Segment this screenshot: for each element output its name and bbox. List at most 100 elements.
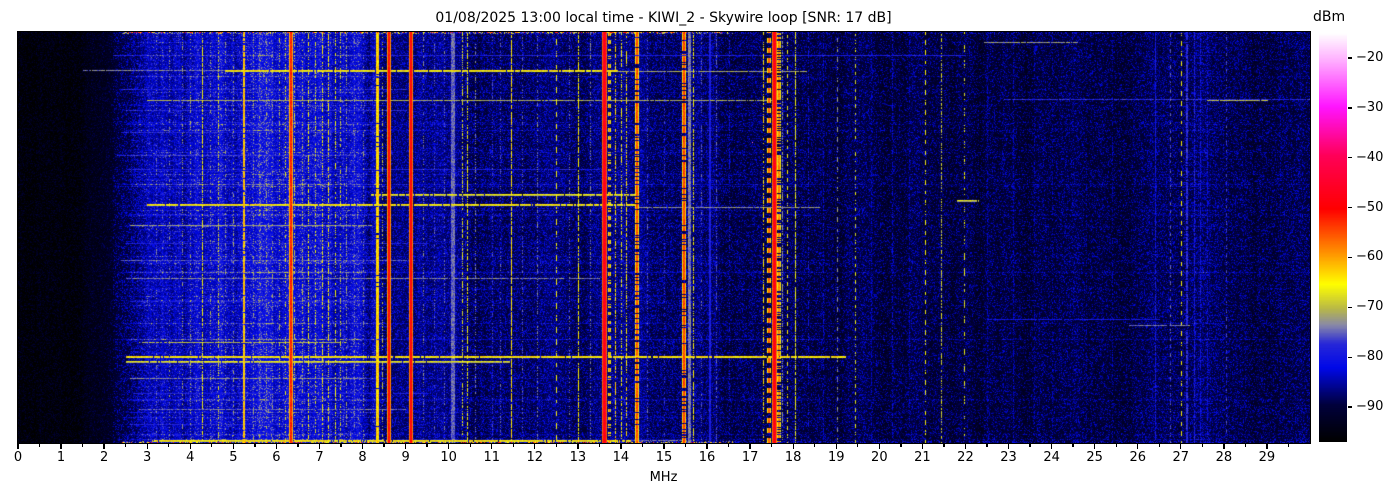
x-tick-label: 17 bbox=[741, 450, 759, 465]
x-tick-label: 2 bbox=[99, 450, 109, 465]
x-minor-tick bbox=[814, 444, 816, 447]
x-minor-tick bbox=[426, 444, 428, 447]
colorbar bbox=[1319, 33, 1347, 442]
colorbar-tick bbox=[1348, 57, 1352, 59]
colorbar-tick bbox=[1348, 157, 1352, 159]
x-major-tick bbox=[318, 444, 321, 449]
x-tick-label: 8 bbox=[358, 450, 367, 465]
x-minor-tick bbox=[125, 444, 127, 447]
x-minor-tick bbox=[771, 444, 773, 447]
x-major-tick bbox=[491, 444, 493, 449]
colorbar-tick-label: −70 bbox=[1356, 299, 1384, 315]
x-tick-label: 0 bbox=[13, 450, 23, 465]
x-tick-label: 27 bbox=[1172, 450, 1190, 465]
x-tick-label: 12 bbox=[526, 450, 544, 465]
x-minor-tick bbox=[943, 444, 945, 447]
colorbar-canvas bbox=[1319, 33, 1347, 442]
x-minor-tick bbox=[986, 444, 988, 447]
x-major-tick bbox=[361, 444, 364, 449]
x-minor-tick bbox=[81, 444, 84, 447]
x-tick-label: 6 bbox=[272, 450, 281, 465]
x-tick-label: 25 bbox=[1086, 450, 1103, 465]
x-tick-label: 24 bbox=[1043, 450, 1060, 465]
colorbar-tick-label: −90 bbox=[1356, 399, 1384, 415]
x-minor-tick bbox=[684, 444, 687, 447]
colorbar-tick bbox=[1348, 406, 1352, 408]
x-major-tick bbox=[275, 444, 278, 449]
x-minor-tick bbox=[555, 444, 557, 447]
x-tick-label: 14 bbox=[612, 450, 630, 465]
x-tick-label: 5 bbox=[229, 450, 238, 465]
x-minor-tick bbox=[297, 444, 299, 447]
x-minor-tick bbox=[900, 444, 902, 447]
x-minor-tick bbox=[38, 444, 41, 447]
x-tick-label: 20 bbox=[871, 450, 888, 465]
x-minor-tick bbox=[1201, 444, 1203, 447]
x-tick-label: 1 bbox=[56, 450, 66, 465]
x-major-tick bbox=[534, 444, 536, 449]
x-major-tick bbox=[1137, 444, 1139, 449]
x-minor-tick bbox=[1244, 444, 1247, 447]
x-major-tick bbox=[103, 444, 105, 449]
x-minor-tick bbox=[168, 444, 170, 447]
x-tick-label: 13 bbox=[569, 450, 587, 465]
x-tick-label: 22 bbox=[957, 450, 974, 465]
colorbar-tick-label: −40 bbox=[1356, 149, 1384, 165]
x-major-tick bbox=[146, 444, 148, 449]
x-minor-tick bbox=[1029, 444, 1031, 447]
x-major-tick bbox=[1007, 444, 1010, 449]
colorbar-tick-label: −30 bbox=[1356, 99, 1384, 115]
x-major-tick bbox=[878, 444, 880, 449]
x-major-tick bbox=[189, 444, 191, 449]
x-minor-tick bbox=[1072, 444, 1074, 447]
x-major-tick bbox=[1050, 444, 1053, 449]
x-minor-tick bbox=[1158, 444, 1160, 447]
x-tick-label: 29 bbox=[1258, 450, 1276, 465]
x-tick-label: 28 bbox=[1215, 450, 1233, 465]
x-tick-label: 21 bbox=[914, 450, 931, 465]
x-minor-tick bbox=[512, 444, 514, 447]
x-major-tick bbox=[706, 444, 708, 449]
colorbar-tick bbox=[1348, 306, 1352, 309]
x-minor-tick bbox=[383, 444, 385, 447]
x-tick-label: 15 bbox=[655, 450, 673, 465]
x-major-tick bbox=[17, 444, 19, 449]
colorbar-tick bbox=[1348, 206, 1352, 209]
colorbar-tick bbox=[1348, 256, 1352, 259]
x-tick-label: 4 bbox=[186, 450, 195, 465]
x-tick-label: 26 bbox=[1129, 450, 1146, 465]
x-major-tick bbox=[448, 444, 450, 449]
x-tick-label: 11 bbox=[483, 450, 500, 465]
x-major-tick bbox=[232, 444, 234, 449]
x-minor-tick bbox=[641, 444, 644, 447]
x-minor-tick bbox=[727, 444, 730, 447]
x-major-tick bbox=[577, 444, 579, 449]
x-major-tick bbox=[60, 444, 62, 449]
x-major-tick bbox=[964, 444, 967, 449]
x-tick-label: 19 bbox=[827, 450, 845, 465]
x-major-tick bbox=[404, 444, 407, 449]
x-tick-label: 3 bbox=[143, 450, 152, 465]
x-minor-tick bbox=[1115, 444, 1117, 447]
x-major-tick bbox=[1094, 444, 1096, 449]
colorbar-tick-label: −60 bbox=[1356, 249, 1384, 265]
colorbar-tick-label: −80 bbox=[1356, 349, 1384, 365]
x-minor-tick bbox=[598, 444, 601, 447]
colorbar-tick bbox=[1348, 107, 1352, 109]
x-minor-tick bbox=[1287, 444, 1290, 447]
x-major-tick bbox=[835, 444, 837, 449]
plot-area bbox=[17, 31, 1311, 444]
colorbar-tick-label: −20 bbox=[1356, 49, 1384, 65]
x-major-tick bbox=[620, 444, 622, 449]
x-minor-tick bbox=[469, 444, 471, 447]
colorbar-label: dBm bbox=[1313, 9, 1346, 25]
x-tick-label: 16 bbox=[698, 450, 716, 465]
x-tick-label: 18 bbox=[784, 450, 802, 465]
x-tick-label: 10 bbox=[440, 450, 457, 465]
x-minor-tick bbox=[211, 444, 213, 447]
x-major-tick bbox=[1266, 444, 1268, 449]
x-major-tick bbox=[921, 444, 924, 449]
x-major-tick bbox=[663, 444, 665, 449]
x-major-tick bbox=[1223, 444, 1225, 449]
